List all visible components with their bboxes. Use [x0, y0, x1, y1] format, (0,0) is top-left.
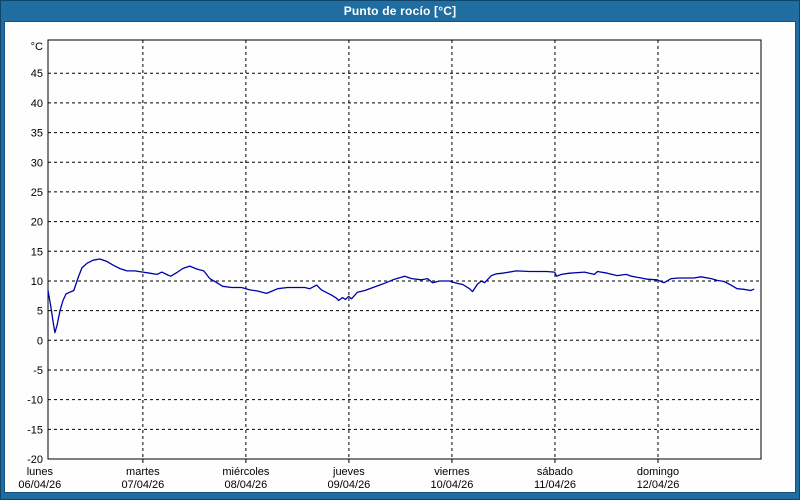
- y-tick-label: 0: [37, 335, 43, 347]
- x-day-label: viernes: [434, 466, 470, 478]
- y-tick-label: -10: [27, 395, 43, 407]
- x-date-label: 08/04/26: [224, 479, 267, 491]
- x-date-label: 09/04/26: [327, 479, 370, 491]
- y-tick-label: 5: [37, 306, 43, 318]
- series-line-punto-de-rocío: [47, 258, 755, 334]
- axis-frame: [47, 39, 762, 460]
- y-tick-label: 25: [31, 187, 43, 199]
- x-day-label: miércoles: [222, 466, 270, 478]
- title-bar: Punto de rocío [°C]: [0, 0, 800, 22]
- y-tick-label: 40: [31, 98, 43, 110]
- y-tick-label: -15: [27, 424, 43, 436]
- x-day-label: jueves: [332, 466, 365, 478]
- x-date-label: 12/04/26: [637, 479, 680, 491]
- y-tick-label: 35: [31, 128, 43, 140]
- y-tick-label: -20: [27, 454, 43, 466]
- y-tick-label: -5: [33, 365, 43, 377]
- dew-point-chart: °C 45 40 35 30 25 20 15 10 5 0 -5 -10 -15 -20lunes06/0…: [18, 39, 762, 491]
- y-tick-label: 30: [31, 157, 43, 169]
- x-day-label: domingo: [637, 466, 679, 478]
- chart-panel: °C 45 40 35 30 25 20 15 10 5 0 -5 -10 -15 -20 lunes 06/0…: [5, 22, 795, 492]
- window-title: Punto de rocío [°C]: [343, 4, 457, 18]
- x-date-label: 11/04/26: [534, 479, 576, 491]
- y-tick-label: 10: [31, 276, 43, 288]
- x-date-label: 06/04/26: [18, 479, 61, 491]
- x-day-label: sábado: [537, 466, 573, 478]
- y-tick-label: 15: [31, 246, 43, 258]
- x-day-label: martes: [126, 466, 160, 478]
- x-date-label: 10/04/26: [431, 479, 474, 491]
- y-tick-label: 20: [31, 217, 43, 229]
- x-day-label: lunes: [27, 466, 54, 478]
- x-date-label: 07/04/26: [121, 479, 164, 491]
- y-tick-label: 45: [31, 68, 43, 80]
- y-axis-unit-label: °C: [31, 41, 43, 53]
